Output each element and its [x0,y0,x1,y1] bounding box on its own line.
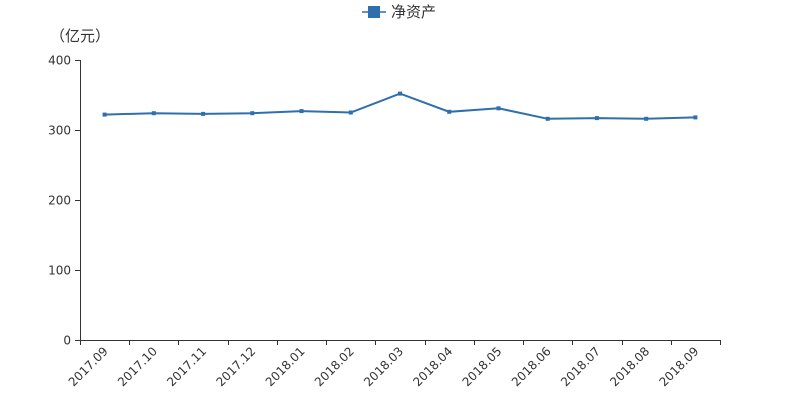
y-tick-label: 100 [48,264,71,278]
x-tick-label: 2018.02 [312,344,357,389]
x-tick-label: 2018.01 [263,344,308,389]
data-point [348,110,353,115]
data-point [447,109,452,114]
x-tick-label: 2017.12 [213,344,258,389]
legend-square-icon [368,6,380,18]
data-point [201,111,206,116]
x-axis-ticks: 2017.09 2017.10 2017.11 2017.12 2018.01 2018.… [66,340,721,389]
x-tick-label: 2018.09 [657,344,702,389]
y-tick-label: 0 [63,334,71,348]
data-point [299,109,304,114]
y-tick-label: 200 [48,194,71,208]
legend[interactable]: 净资产 [362,3,436,21]
data-point [644,116,649,121]
data-point [102,112,107,117]
data-point [496,106,501,111]
x-tick-label: 2018.05 [460,344,505,389]
legend-label: 净资产 [391,3,436,21]
x-tick-label: 2018.03 [361,344,406,389]
x-tick-label: 2018.04 [410,344,455,389]
y-axis-ticks: 0 100 200 300 400 [48,54,80,348]
x-tick-label: 2017.10 [115,344,160,389]
y-tick-label: 400 [48,54,71,68]
series-layer [102,91,698,121]
x-tick-label: 2018.07 [558,344,603,389]
x-tick-label: 2017.09 [66,344,111,389]
data-point [398,91,402,96]
x-tick-label: 2017.11 [164,344,209,389]
y-axis-unit-label: （亿元） [50,27,110,45]
data-point [151,111,156,116]
x-tick-label: 2018.06 [509,344,554,389]
data-point [693,115,698,120]
data-point [545,116,550,121]
y-tick-label: 300 [48,124,71,138]
series-line [104,92,696,120]
data-point [250,111,255,116]
x-tick-label: 2018.08 [607,344,652,389]
data-point [594,116,599,121]
